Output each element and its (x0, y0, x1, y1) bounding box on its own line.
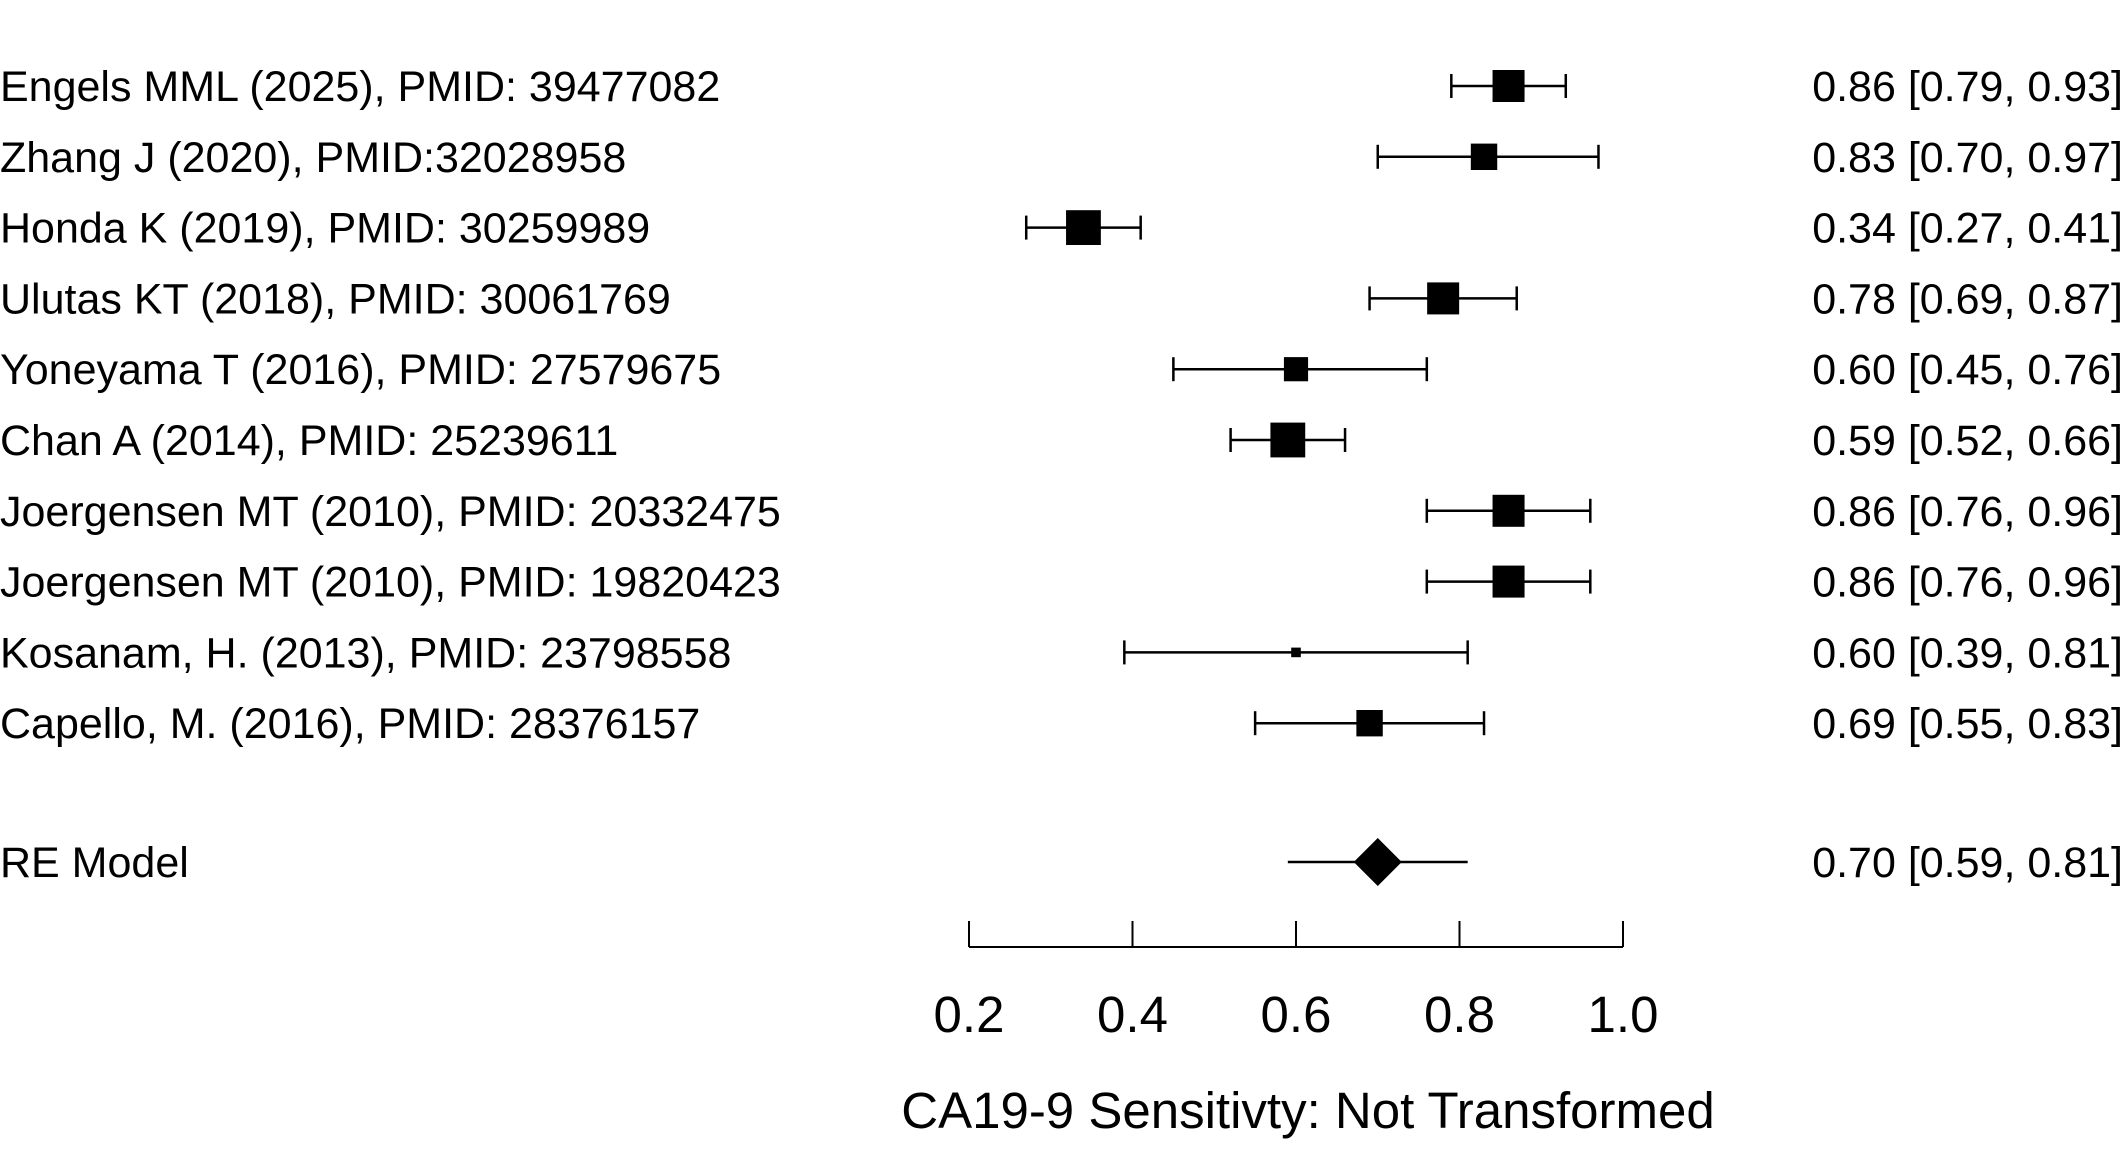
summary-diamond (1353, 838, 1402, 886)
study-row: Joergensen MT (2010), PMID: 19820423 0.86… (0, 559, 2123, 607)
study-estimate-text: 0.78 [0.69, 0.87] (1812, 275, 2123, 323)
study-point-estimate (1427, 282, 1460, 315)
x-tick-label: 0.6 (1261, 986, 1332, 1043)
study-label: Zhang J (2020), PMID:32028958 (0, 134, 626, 182)
study-row: Kosanam, H. (2013), PMID: 23798558 0.60 [… (0, 629, 2123, 677)
x-axis: 0.2 0.4 0.6 0.8 1.0 (934, 921, 1659, 1043)
x-axis-ticks: 0.2 0.4 0.6 0.8 1.0 (934, 921, 1659, 1043)
study-row: Capello, M. (2016), PMID: 28376157 0.69 [… (0, 700, 2123, 748)
study-point-estimate (1492, 494, 1525, 527)
study-estimate-text: 0.59 [0.52, 0.66] (1812, 417, 2123, 465)
study-label: Chan A (2014), PMID: 25239611 (0, 417, 618, 465)
study-row: Ulutas KT (2018), PMID: 30061769 0.78 [0.… (0, 275, 2123, 323)
study-label: Joergensen MT (2010), PMID: 19820423 (0, 559, 781, 607)
study-point-estimate (1492, 565, 1525, 598)
x-tick-label: 1.0 (1588, 986, 1659, 1043)
study-estimate-text: 0.86 [0.76, 0.96] (1812, 488, 2123, 536)
x-tick-label: 0.2 (934, 986, 1005, 1043)
study-point-estimate (1470, 143, 1498, 170)
study-estimate-text: 0.60 [0.45, 0.76] (1812, 346, 2123, 394)
x-tick-label: 0.8 (1424, 986, 1495, 1043)
study-point-estimate (1066, 210, 1101, 245)
study-label: Kosanam, H. (2013), PMID: 23798558 (0, 629, 731, 677)
study-label: Ulutas KT (2018), PMID: 30061769 (0, 275, 671, 323)
study-estimate-text: 0.34 [0.27, 0.41] (1812, 205, 2123, 253)
study-row: Honda K (2019), PMID: 30259989 0.34 [0.27… (0, 205, 2123, 253)
study-row: Chan A (2014), PMID: 25239611 0.59 [0.52,… (0, 417, 2123, 465)
study-estimate-text: 0.86 [0.79, 0.93] (1812, 63, 2123, 111)
study-point-estimate (1356, 710, 1383, 737)
study-estimate-text: 0.60 [0.39, 0.81] (1812, 629, 2123, 677)
study-estimate-text: 0.83 [0.70, 0.97] (1812, 134, 2123, 182)
study-row: Yoneyama T (2016), PMID: 27579675 0.60 [0… (0, 346, 2123, 394)
study-label: Joergensen MT (2010), PMID: 20332475 (0, 488, 781, 536)
summary-label: RE Model (0, 839, 189, 887)
study-point-estimate (1291, 647, 1301, 658)
study-point-estimate (1492, 70, 1525, 102)
study-label: Yoneyama T (2016), PMID: 27579675 (0, 346, 721, 394)
study-row: Joergensen MT (2010), PMID: 20332475 0.86… (0, 488, 2123, 536)
study-row: Zhang J (2020), PMID:32028958 0.83 [0.70,… (0, 134, 2123, 182)
study-label: Honda K (2019), PMID: 30259989 (0, 205, 650, 253)
study-point-estimate (1270, 422, 1306, 458)
summary-row: RE Model 0.70 [0.59, 0.81] (0, 838, 2123, 887)
study-label: Capello, M. (2016), PMID: 28376157 (0, 700, 700, 748)
study-estimate-text: 0.69 [0.55, 0.83] (1812, 700, 2123, 748)
study-label: Engels MML (2025), PMID: 39477082 (0, 63, 720, 111)
x-axis-title: CA19-9 Sensitivty: Not Transformed (901, 1082, 1715, 1139)
study-estimate-text: 0.86 [0.76, 0.96] (1812, 559, 2123, 607)
summary-estimate-text: 0.70 [0.59, 0.81] (1812, 839, 2123, 887)
study-point-estimate (1283, 357, 1309, 382)
study-row: Engels MML (2025), PMID: 39477082 0.86 [0… (0, 63, 2123, 111)
x-tick-label: 0.4 (1097, 986, 1168, 1043)
study-rows: Engels MML (2025), PMID: 39477082 0.86 [0… (0, 63, 2123, 748)
